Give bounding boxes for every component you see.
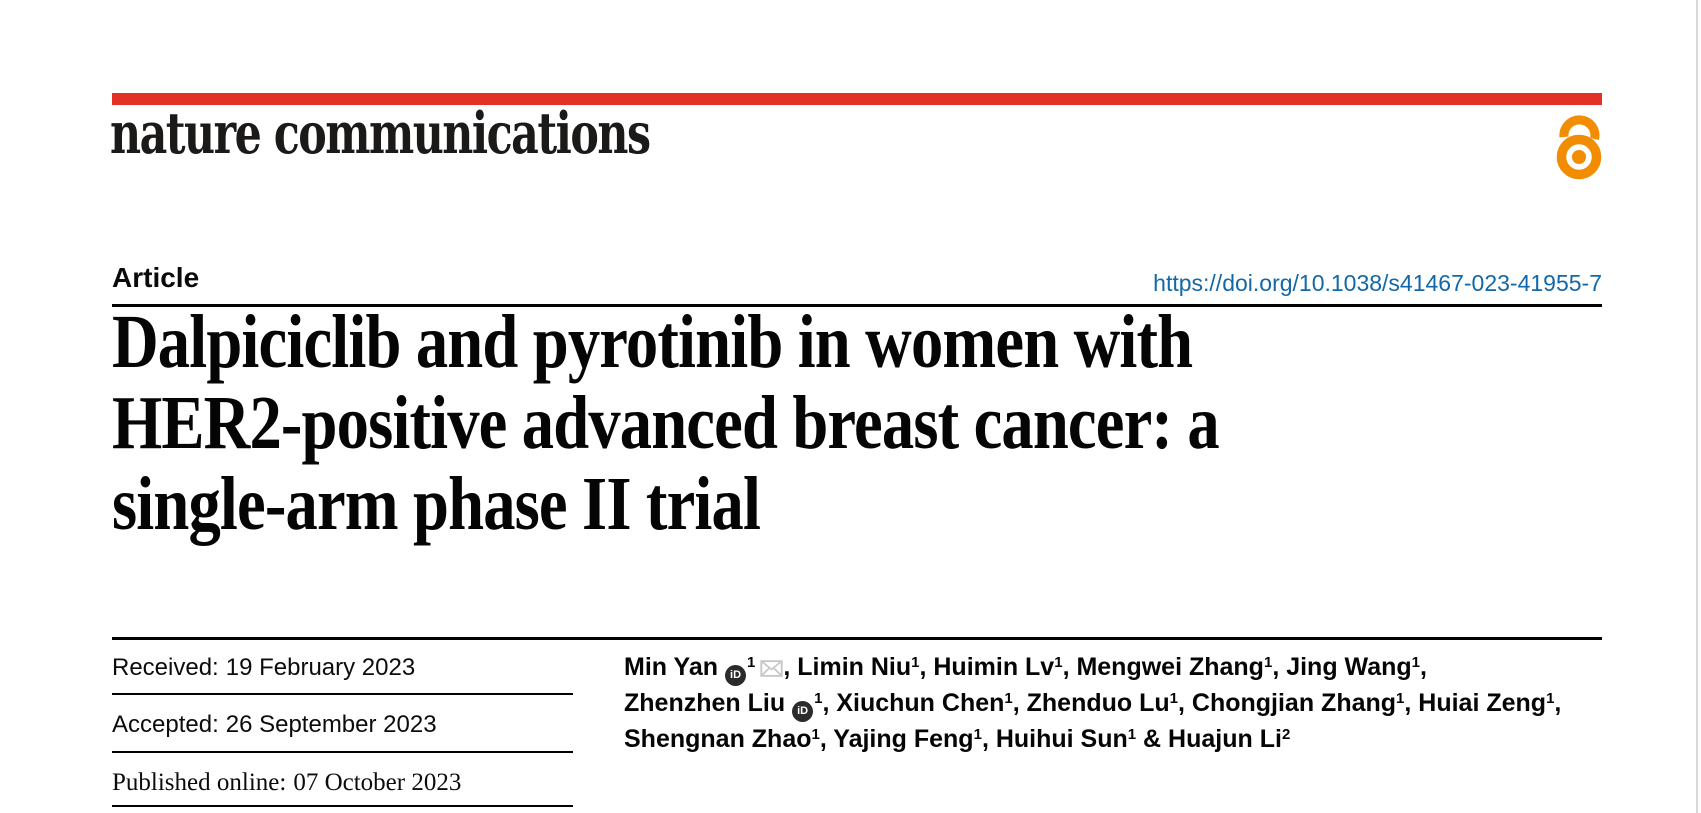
affiliation-superscript: 1 [911,653,920,671]
open-access-icon [1556,110,1602,180]
history-divider [112,805,573,807]
history-top-rule [112,637,1602,640]
header-rule [112,304,1602,307]
author-name-text: , Huiai Zeng [1404,689,1547,717]
affiliation-superscript: 1 [1054,653,1063,671]
affiliation-superscript: 1 [1396,689,1405,707]
accepted-row: Accepted: 26 September 2023 [112,711,437,739]
author-line: Zhenzhen Liu iD1, Xiuchun Chen1, Zhenduo … [624,686,1604,722]
envelope-icon[interactable] [760,652,784,686]
published-row: Published online: 07 October 2023 [112,769,461,797]
affiliation-superscript: 1 [811,725,820,743]
history-divider [112,751,573,753]
author-name-text: , Mengwei Zhang [1062,653,1264,681]
affiliation-superscript: 1 [973,725,982,743]
author-name-text: & Huajun Li [1136,725,1282,753]
received-row: Received: 19 February 2023 [112,654,415,682]
affiliation-superscript: 1 [1169,689,1179,707]
masthead-accent-bar [112,93,1602,105]
title-line-2: HER2-positive advanced breast cancer: a [112,381,1220,465]
author-name-text: , [1554,689,1562,717]
accepted-label: Accepted: [112,711,219,738]
affiliation-superscript: 2 [1281,725,1291,743]
author-name-text: , Zhenduo Lu [1012,689,1170,717]
author-list: Min Yan iD1, Limin Niu1, Huimin Lv1, Meng… [624,650,1604,756]
author-name-text: Min Yan [624,653,719,681]
author-name-text: Shengnan Zhao [624,725,812,753]
affiliation-superscript: 1 [1263,653,1273,671]
author-name-text: , Xiuchun Chen [822,689,1005,717]
author-name-text: , Chongjian Zhang [1178,689,1397,717]
affiliation-superscript: 1 [1411,653,1420,671]
author-name-text: , Huihui Sun [981,725,1128,753]
author-name-text: , Jing Wang [1272,653,1412,681]
orcid-id-icon[interactable]: iD [725,665,747,686]
history-divider [112,693,573,695]
journal-logo: nature communications [110,100,651,167]
orcid-id-icon[interactable]: iD [792,701,814,722]
author-name-text: Zhenzhen Liu [624,689,786,717]
author-name-text: , Huimin Lv [919,653,1055,681]
affiliation-superscript: 1 [747,653,756,671]
affiliation-superscript: 1 [1004,689,1013,707]
affiliation-superscript: 1 [814,689,823,707]
received-label: Received: [112,654,219,681]
page-right-edge [1696,0,1698,813]
published-label: Published online: [112,769,287,796]
title-line-3: single-arm phase II trial [112,462,761,546]
received-date: 19 February 2023 [225,654,416,681]
affiliation-superscript: 1 [1546,689,1555,707]
published-date: 07 October 2023 [293,769,462,796]
author-name-text: , Yajing Feng [819,725,974,753]
article-title: Dalpiciclib and pyrotinib in women with … [112,300,1220,546]
author-line: Shengnan Zhao1, Yajing Feng1, Huihui Sun… [624,722,1604,756]
author-name-text: , Limin Niu [783,653,912,681]
affiliation-superscript: 1 [1127,725,1137,743]
author-line: Min Yan iD1, Limin Niu1, Huimin Lv1, Meng… [624,650,1604,686]
doi-link[interactable]: https://doi.org/10.1038/s41467-023-41955… [1153,270,1602,296]
accepted-date: 26 September 2023 [225,711,437,738]
author-name-text: , [1420,653,1427,681]
article-type-label: Article [112,262,200,293]
title-line-1: Dalpiciclib and pyrotinib in women with [112,300,1193,384]
